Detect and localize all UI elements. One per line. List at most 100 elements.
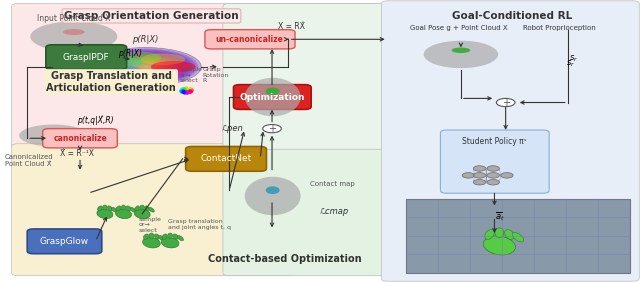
Ellipse shape — [116, 52, 161, 63]
Ellipse shape — [143, 234, 148, 239]
Text: Grasp Orientation Generation: Grasp Orientation Generation — [64, 11, 239, 21]
Ellipse shape — [134, 209, 150, 219]
Text: sample
or→
select: sample or→ select — [179, 67, 202, 83]
Text: un-canonicalize: un-canonicalize — [216, 35, 284, 44]
Ellipse shape — [108, 206, 112, 211]
Ellipse shape — [137, 64, 154, 70]
Ellipse shape — [140, 69, 185, 80]
FancyBboxPatch shape — [223, 144, 388, 276]
Ellipse shape — [98, 65, 143, 77]
Ellipse shape — [140, 205, 145, 210]
Text: p(R|X): p(R|X) — [118, 49, 141, 58]
Ellipse shape — [100, 51, 190, 82]
Ellipse shape — [452, 48, 470, 53]
Text: Grasp translation
and joint angles t, q: Grasp translation and joint angles t, q — [168, 219, 231, 230]
FancyBboxPatch shape — [43, 129, 117, 148]
Circle shape — [474, 173, 486, 178]
Text: Student Policy πˢ: Student Policy πˢ — [462, 136, 527, 146]
Ellipse shape — [106, 53, 184, 80]
Ellipse shape — [120, 58, 170, 76]
Ellipse shape — [154, 234, 159, 239]
Text: p(t,q|X̂,R): p(t,q|X̂,R) — [77, 116, 114, 125]
Ellipse shape — [111, 207, 117, 212]
Ellipse shape — [134, 63, 156, 70]
Ellipse shape — [495, 228, 504, 238]
Ellipse shape — [102, 205, 107, 210]
Ellipse shape — [143, 237, 160, 248]
Text: Optimization: Optimization — [239, 92, 305, 102]
Ellipse shape — [145, 206, 150, 211]
Text: ContactNet: ContactNet — [200, 154, 252, 163]
FancyBboxPatch shape — [12, 4, 397, 149]
Ellipse shape — [97, 209, 113, 219]
Ellipse shape — [45, 130, 62, 135]
FancyBboxPatch shape — [12, 144, 298, 276]
Ellipse shape — [98, 50, 193, 83]
Ellipse shape — [129, 61, 162, 72]
Circle shape — [487, 166, 499, 171]
Text: Robot Proprioception: Robot Proprioception — [523, 25, 595, 31]
Text: $\overline{a}_t$: $\overline{a}_t$ — [495, 210, 504, 223]
Ellipse shape — [151, 61, 196, 72]
FancyBboxPatch shape — [223, 4, 388, 149]
Ellipse shape — [505, 230, 514, 239]
FancyBboxPatch shape — [440, 130, 549, 193]
Ellipse shape — [148, 207, 154, 212]
FancyBboxPatch shape — [205, 30, 295, 49]
Ellipse shape — [424, 41, 498, 68]
Ellipse shape — [19, 125, 88, 146]
Ellipse shape — [117, 57, 173, 76]
Ellipse shape — [151, 61, 196, 72]
Text: Grasp Translation and
Articulation Generation: Grasp Translation and Articulation Gener… — [46, 71, 176, 93]
Ellipse shape — [173, 234, 178, 239]
Ellipse shape — [140, 65, 151, 69]
Circle shape — [500, 173, 513, 178]
FancyBboxPatch shape — [28, 229, 102, 254]
Text: ℒcmap: ℒcmap — [319, 207, 349, 216]
Text: Input Point Cloud X: Input Point Cloud X — [37, 14, 111, 23]
Ellipse shape — [130, 207, 136, 212]
Ellipse shape — [483, 236, 515, 255]
FancyBboxPatch shape — [234, 85, 311, 109]
Ellipse shape — [98, 57, 143, 68]
Text: Contact-based Optimization: Contact-based Optimization — [208, 254, 362, 264]
Text: $s_r$: $s_r$ — [570, 53, 579, 64]
Ellipse shape — [126, 206, 131, 211]
Text: X̂ = R⁻¹X: X̂ = R⁻¹X — [60, 149, 93, 158]
Ellipse shape — [125, 60, 165, 74]
Ellipse shape — [116, 206, 121, 211]
Ellipse shape — [131, 62, 159, 72]
Ellipse shape — [266, 186, 280, 194]
Ellipse shape — [63, 29, 84, 35]
Ellipse shape — [103, 52, 188, 81]
Ellipse shape — [135, 206, 140, 211]
Ellipse shape — [92, 49, 198, 85]
Circle shape — [262, 125, 282, 133]
Text: Canonicalized
Point Cloud X̂: Canonicalized Point Cloud X̂ — [4, 154, 52, 167]
Circle shape — [474, 166, 486, 171]
Ellipse shape — [30, 21, 117, 52]
Text: +: + — [502, 98, 509, 107]
Ellipse shape — [177, 235, 184, 241]
Ellipse shape — [161, 237, 179, 248]
Ellipse shape — [159, 235, 165, 241]
FancyBboxPatch shape — [186, 146, 266, 171]
Ellipse shape — [244, 177, 301, 215]
Ellipse shape — [112, 55, 179, 78]
Ellipse shape — [97, 206, 102, 211]
Ellipse shape — [115, 56, 176, 77]
Ellipse shape — [143, 66, 148, 68]
Text: canonicalize: canonicalize — [53, 134, 107, 143]
Ellipse shape — [484, 230, 494, 239]
Circle shape — [487, 179, 499, 185]
Ellipse shape — [116, 70, 161, 82]
Ellipse shape — [513, 233, 524, 242]
FancyBboxPatch shape — [381, 1, 639, 281]
Text: Goal Pose g + Point Cloud X: Goal Pose g + Point Cloud X — [410, 25, 508, 31]
Text: ℒpen: ℒpen — [221, 124, 243, 133]
Ellipse shape — [109, 54, 182, 79]
Ellipse shape — [90, 48, 201, 86]
Text: GraspIPDF: GraspIPDF — [63, 53, 109, 62]
Circle shape — [497, 98, 515, 107]
FancyBboxPatch shape — [406, 199, 630, 273]
